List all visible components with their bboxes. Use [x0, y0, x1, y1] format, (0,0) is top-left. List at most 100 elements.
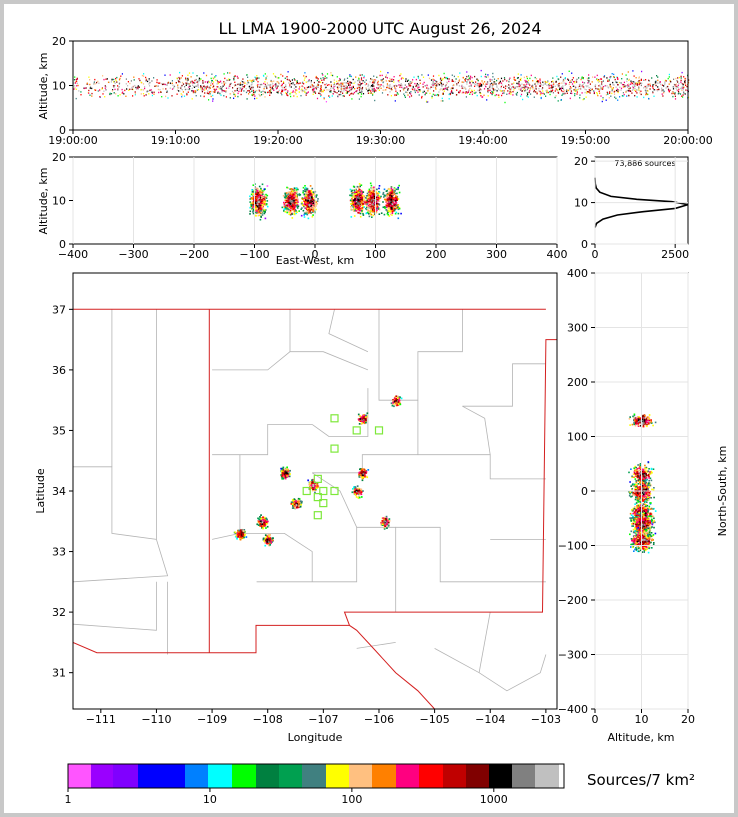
- source-point: [668, 76, 670, 78]
- source-point: [291, 502, 294, 504]
- source-point: [370, 199, 373, 202]
- source-point: [180, 87, 182, 89]
- source-point: [662, 89, 664, 91]
- source-point: [387, 213, 389, 216]
- source-point: [390, 87, 392, 90]
- source-point: [105, 78, 107, 80]
- source-point: [627, 86, 629, 88]
- source-point: [295, 192, 298, 194]
- source-point: [303, 200, 306, 202]
- source-point: [310, 80, 312, 82]
- source-point: [607, 93, 609, 95]
- source-point: [357, 207, 359, 210]
- source-point: [391, 78, 393, 80]
- source-point: [574, 90, 576, 92]
- source-point: [264, 73, 266, 75]
- source-point: [266, 535, 268, 538]
- source-point: [681, 86, 683, 88]
- source-point: [489, 83, 491, 85]
- source-point: [201, 86, 203, 89]
- source-point: [445, 77, 447, 79]
- source-point: [321, 79, 323, 81]
- source-point: [576, 89, 578, 91]
- source-point: [310, 207, 312, 209]
- source-point: [356, 206, 359, 208]
- source-point: [263, 88, 265, 90]
- source-point: [668, 91, 670, 93]
- source-point: [298, 91, 300, 93]
- source-point: [339, 79, 341, 81]
- state-line: [73, 624, 435, 709]
- source-point: [294, 507, 296, 509]
- source-point: [373, 197, 376, 200]
- source-point: [234, 93, 236, 96]
- source-point: [365, 79, 367, 81]
- source-point: [370, 198, 373, 200]
- source-point: [635, 89, 638, 91]
- source-point: [257, 524, 260, 526]
- source-point: [284, 474, 287, 476]
- source-point: [484, 75, 486, 78]
- source-point: [598, 90, 600, 92]
- source-point: [262, 537, 265, 540]
- source-point: [258, 89, 260, 91]
- source-point: [205, 74, 208, 77]
- source-point: [291, 213, 294, 215]
- source-point: [395, 197, 398, 200]
- source-point: [357, 198, 359, 200]
- source-point: [296, 506, 299, 509]
- source-point: [468, 89, 470, 92]
- source-point: [358, 78, 360, 80]
- source-point: [513, 76, 515, 79]
- source-point: [406, 80, 408, 82]
- source-point: [303, 212, 306, 214]
- source-point: [500, 77, 503, 80]
- source-point: [365, 88, 368, 90]
- source-point: [285, 473, 288, 476]
- source-point: [376, 205, 379, 208]
- source-point: [288, 207, 290, 210]
- x-tick-label: 2500: [661, 248, 689, 261]
- source-point: [588, 74, 590, 76]
- source-point: [610, 75, 612, 78]
- source-point: [663, 85, 665, 87]
- source-point: [367, 85, 369, 87]
- source-point: [603, 76, 605, 78]
- source-point: [680, 81, 682, 83]
- source-point: [181, 89, 183, 91]
- source-point: [372, 191, 374, 193]
- source-point: [499, 80, 501, 83]
- source-point: [286, 470, 289, 472]
- source-point: [576, 91, 578, 93]
- source-point: [263, 516, 266, 519]
- source-point: [552, 77, 554, 79]
- source-point: [367, 92, 369, 94]
- source-point: [410, 93, 412, 95]
- source-point: [368, 84, 370, 87]
- source-point: [244, 85, 246, 87]
- source-point: [368, 215, 371, 218]
- source-point: [520, 95, 522, 97]
- source-point: [370, 205, 373, 208]
- source-point: [366, 203, 368, 205]
- source-point: [667, 88, 670, 90]
- source-point: [185, 78, 187, 80]
- source-point: [675, 87, 677, 89]
- source-point: [453, 75, 455, 78]
- source-point: [293, 199, 295, 202]
- source-point: [322, 74, 324, 76]
- source-point: [371, 209, 374, 211]
- source-point: [393, 207, 396, 210]
- source-point: [545, 95, 547, 97]
- source-point: [654, 83, 656, 85]
- source-point: [311, 191, 313, 193]
- source-point: [394, 190, 396, 192]
- source-point: [113, 92, 115, 94]
- source-point: [267, 84, 269, 86]
- source-point: [432, 78, 434, 81]
- source-point: [288, 208, 290, 211]
- source-point: [428, 77, 431, 80]
- source-point: [383, 81, 385, 83]
- source-point: [260, 91, 262, 93]
- source-point: [295, 89, 297, 91]
